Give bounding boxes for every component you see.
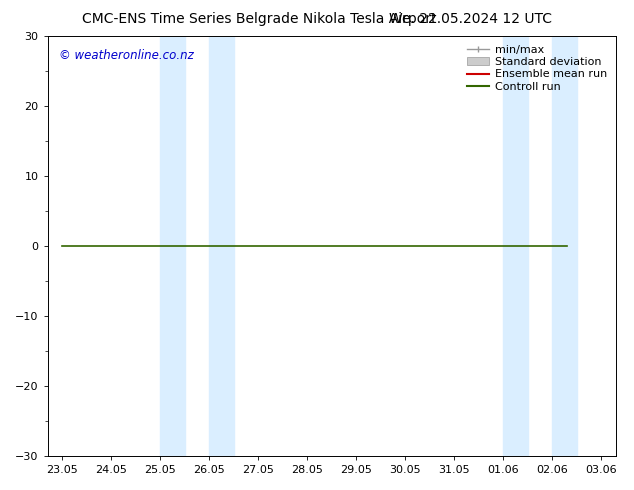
Bar [552,36,577,456]
Bar [160,36,184,456]
Text: We. 22.05.2024 12 UTC: We. 22.05.2024 12 UTC [389,12,552,26]
Text: CMC-ENS Time Series Belgrade Nikola Tesla Airport: CMC-ENS Time Series Belgrade Nikola Tesl… [82,12,437,26]
Legend: min/max, Standard deviation, Ensemble mean run, Controll run: min/max, Standard deviation, Ensemble me… [463,42,611,95]
Bar [209,36,234,456]
Text: © weatheronline.co.nz: © weatheronline.co.nz [59,49,193,62]
Bar [503,36,527,456]
